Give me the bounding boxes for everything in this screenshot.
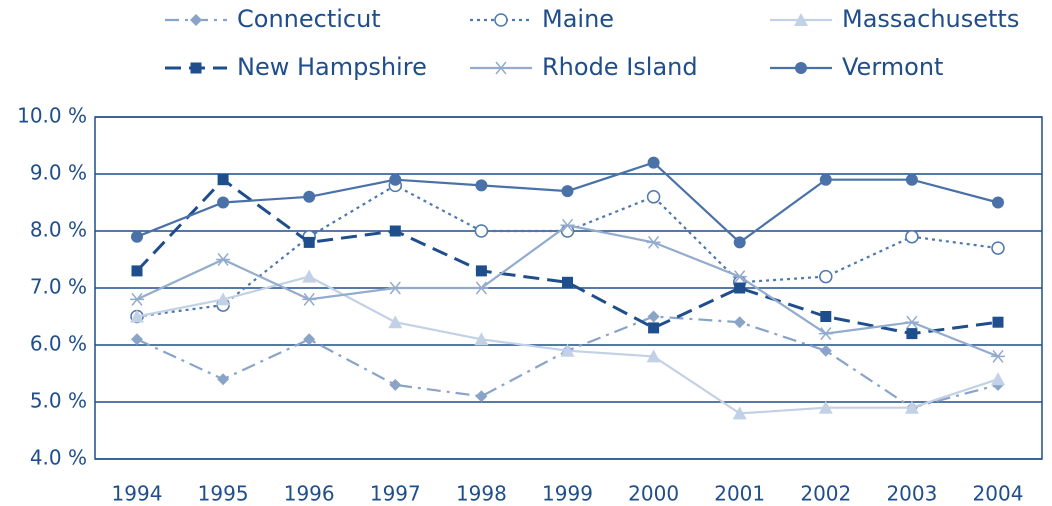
marker [904,400,919,414]
legend-label: Maine [542,5,614,33]
marker [733,316,746,329]
legend: Connecticut Maine Massachusetts New Hampshi… [165,5,1019,81]
marker [216,253,231,266]
marker [906,328,918,340]
marker [217,196,230,209]
marker [647,156,660,169]
marker [561,185,574,198]
marker [494,13,508,27]
series-line [136,224,999,358]
marker [648,322,660,334]
series-line [136,184,999,318]
marker [131,265,143,277]
x-tick-label: 1999 [542,482,593,506]
marker [494,61,508,75]
marker [216,292,231,306]
x-tick-label: 2002 [800,482,851,506]
marker [992,196,1004,209]
y-tick-label: 9.0 % [30,161,87,185]
series-line [135,177,999,336]
marker [992,316,1004,328]
marker [905,229,919,244]
marker [991,372,1005,386]
marker [733,236,746,249]
marker [991,349,1005,363]
marker [475,390,488,403]
marker [991,241,1005,255]
y-tick-label: 4.0 % [30,446,87,470]
marker [217,174,229,186]
y-tick-label: 7.0 % [30,275,87,299]
legend-label: Vermont [842,53,943,81]
marker [130,292,144,306]
marker [217,373,230,386]
marker [303,190,316,203]
x-tick-label: 1995 [198,482,249,506]
marker [389,378,402,391]
marker [474,281,489,295]
marker [795,62,807,74]
marker [389,225,401,237]
marker [819,173,832,186]
marker [819,269,833,284]
marker [646,235,661,249]
y-tick-label: 10.0 % [17,104,87,128]
marker [904,315,919,329]
marker [302,292,317,306]
marker [474,224,489,238]
marker [647,310,660,323]
legend-label: New Hampshire [237,53,427,81]
marker [818,400,833,414]
marker [734,282,746,294]
x-tick-label: 2000 [628,482,679,506]
legend-label: Connecticut [237,5,381,33]
legend-label: Rhode Island [542,53,698,81]
marker [794,13,808,26]
marker [905,173,918,186]
marker [131,333,143,346]
marker [560,218,575,232]
marker [560,343,575,357]
marker [131,230,143,243]
series-line [136,315,999,409]
marker [732,406,747,420]
marker [646,349,661,363]
x-tick-label: 1998 [456,482,507,506]
marker [819,344,832,357]
x-tick-label: 1996 [284,482,335,506]
x-tick-label: 1997 [370,482,421,506]
x-tick-label: 2003 [886,482,937,506]
marker [732,270,747,284]
marker [562,276,573,288]
marker [303,236,315,248]
y-tick-label: 5.0 % [30,389,87,413]
marker [303,333,316,346]
marker [646,190,661,204]
x-tick-label: 2004 [973,482,1024,506]
y-tick-label: 6.0 % [30,332,87,356]
marker [302,269,317,283]
y-tick-label: 8.0 % [30,218,87,242]
marker [388,281,403,295]
marker [190,62,202,74]
marker [130,309,144,323]
marker [820,311,832,322]
marker [190,14,202,26]
marker [389,173,402,186]
marker [818,327,833,341]
marker [388,315,403,329]
marker [474,332,489,346]
legend-label: Massachusetts [842,5,1019,33]
x-tick-label: 1994 [112,482,163,506]
marker [475,179,488,192]
x-tick-label: 2001 [714,482,765,506]
marker [475,265,487,277]
